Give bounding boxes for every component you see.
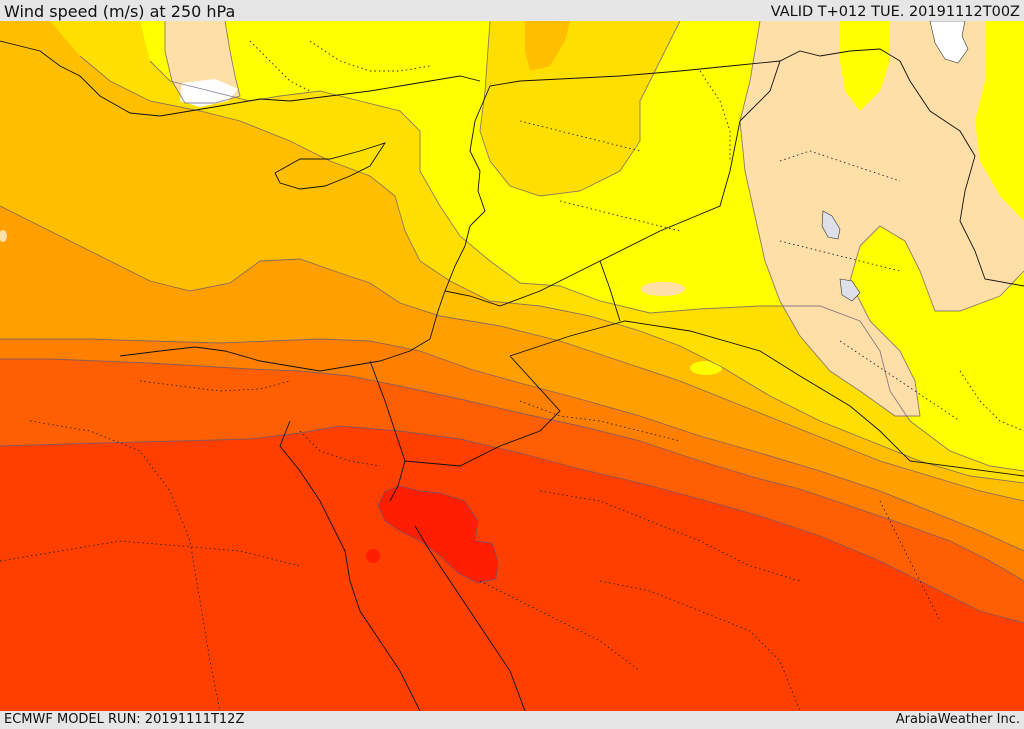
map-title: Wind speed (m/s) at 250 hPa — [4, 2, 236, 21]
yellow-spot-south — [690, 361, 722, 375]
white-blob-northwest — [180, 79, 238, 107]
wind-speed-map — [0, 21, 1024, 711]
model-run-label: ECMWF MODEL RUN: 20191111T12Z — [4, 712, 245, 727]
lake-urmia — [821, 210, 841, 240]
contour-lines — [0, 21, 1024, 624]
caspian-sea — [929, 21, 969, 64]
credit-label: ArabiaWeather Inc. — [895, 712, 1020, 727]
tan-spot-west — [0, 230, 7, 242]
red-spot — [366, 549, 380, 563]
borders-solid — [0, 40, 1024, 711]
red-max-blob — [378, 486, 498, 583]
borders-dotted — [0, 40, 1024, 711]
yellow-notch-far-east — [975, 21, 1024, 221]
tan-region-east — [740, 21, 1024, 416]
header-bar: Wind speed (m/s) at 250 hPa VALID T+012 … — [0, 0, 1024, 21]
yellow-notch-east — [840, 21, 890, 111]
amber-blob-north — [525, 21, 570, 71]
valid-time-label: VALID T+012 TUE. 20191112T00Z — [770, 4, 1020, 20]
tan-spot-center — [641, 282, 685, 296]
footer-bar: ECMWF MODEL RUN: 20191111T12Z ArabiaWeat… — [0, 711, 1024, 729]
lake-van — [839, 278, 861, 302]
